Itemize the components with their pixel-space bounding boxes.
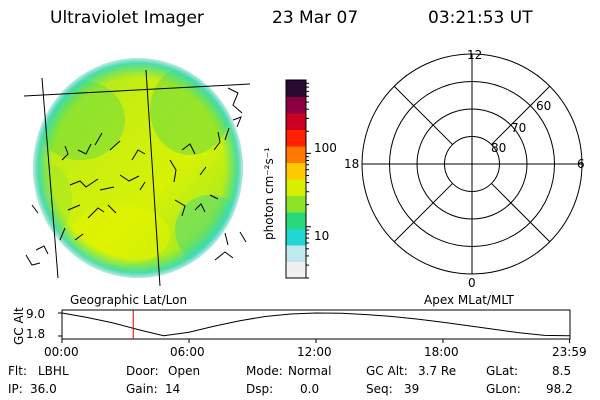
altitude-plot-frame <box>61 309 571 340</box>
mlt-diagonal-line <box>491 85 551 145</box>
lat-label-60: 60 <box>536 99 552 113</box>
instrument-title: Ultraviolet Imager <box>50 8 204 28</box>
colorbar <box>285 79 311 279</box>
dsp-value: 0.0 <box>300 382 320 396</box>
altitude-ylabel: GC Alt <box>12 307 26 345</box>
earth-disk-image <box>23 58 251 287</box>
seq-label: Seq: <box>366 382 393 396</box>
mlt-label-18: 18 <box>344 157 360 171</box>
time-label: 03:21:53 UT <box>428 8 533 28</box>
colorbar-swatch <box>286 261 306 279</box>
ip-label: IP: <box>8 382 23 396</box>
door-label: Door: <box>126 364 159 378</box>
glat-label: GLat: <box>486 364 519 378</box>
colorbar-swatch <box>286 245 306 262</box>
colorbar-swatch <box>286 212 306 229</box>
colorbar-swatch <box>286 195 306 213</box>
seq-value: 39 <box>404 382 420 396</box>
colorbar-swatch <box>286 228 306 246</box>
polar-grid <box>361 53 583 275</box>
date-label: 23 Mar 07 <box>272 8 359 28</box>
colorbar-swatch <box>286 179 306 196</box>
gain-label: Gain: <box>126 382 158 396</box>
time-tick-0600: 06:00 <box>170 345 205 359</box>
flt-label: Flt: <box>8 364 27 378</box>
orbit-altitude-curve <box>61 312 570 337</box>
altitude-ytick-top: 9.0 <box>26 307 46 321</box>
mlt-diagonal-line <box>393 85 453 145</box>
colorbar-tick-100: 100 <box>314 141 337 155</box>
colorbar-swatch <box>286 113 306 130</box>
lat-label-80: 80 <box>491 141 507 155</box>
mlt-diagonal-line <box>491 183 551 243</box>
ip-value: 36.0 <box>30 382 57 396</box>
mode-value: Normal <box>288 364 332 378</box>
altitude-plot <box>58 309 571 343</box>
time-tick-2359: 23:59 <box>552 345 587 359</box>
gcalt-label: GC Alt: <box>366 364 408 378</box>
colorbar-swatch <box>286 80 306 97</box>
mode-label: Mode: <box>246 364 283 378</box>
mlt-label-0: 0 <box>468 276 476 290</box>
colorbar-swatch <box>286 146 306 163</box>
image-caption: Geographic Lat/Lon <box>70 293 188 307</box>
time-tick-0000: 00:00 <box>44 345 79 359</box>
mlt-diagonal-line <box>393 183 453 243</box>
mlt-label-6: 6 <box>577 157 585 171</box>
time-tick-1200: 12:00 <box>297 345 332 359</box>
door-value: Open <box>168 364 201 378</box>
polar-caption: Apex MLat/MLT <box>424 293 514 307</box>
lat-label-70: 70 <box>511 121 527 135</box>
mlt-label-12: 12 <box>467 48 483 62</box>
glon-label: GLon: <box>486 382 521 396</box>
flt-value: LBHL <box>38 364 69 378</box>
dsp-label: Dsp: <box>246 382 274 396</box>
altitude-ytick-bottom: 1.8 <box>26 327 46 341</box>
glat-value: 8.5 <box>552 364 572 378</box>
gcalt-value: 3.7 Re <box>418 364 457 378</box>
colorbar-swatch <box>286 129 306 147</box>
gain-value: 14 <box>165 382 181 396</box>
colorbar-label: photon cm⁻²s⁻¹ <box>262 147 276 240</box>
glon-value: 98.2 <box>546 382 573 396</box>
time-tick-1800: 18:00 <box>424 345 459 359</box>
colorbar-swatch <box>286 96 306 114</box>
colorbar-tick-10: 10 <box>314 229 330 243</box>
colorbar-swatch <box>286 162 306 180</box>
